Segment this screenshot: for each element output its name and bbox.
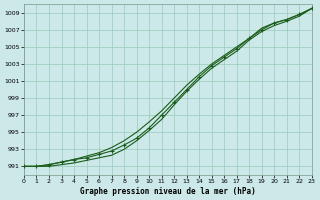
X-axis label: Graphe pression niveau de la mer (hPa): Graphe pression niveau de la mer (hPa) [80,187,256,196]
